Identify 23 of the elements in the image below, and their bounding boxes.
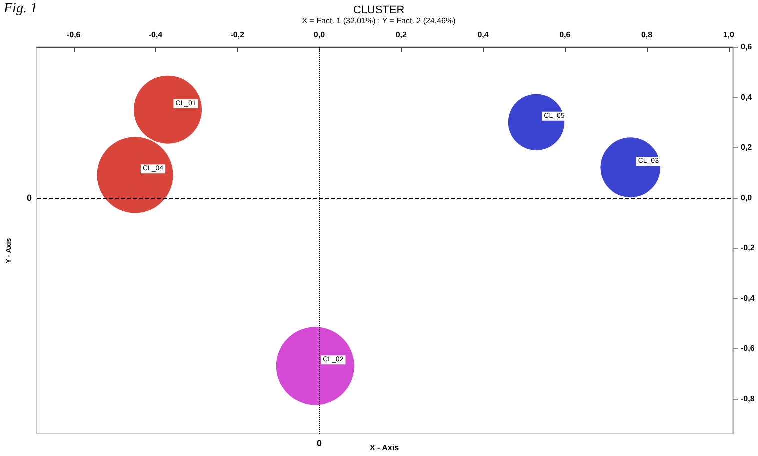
- y-tick-label: -0,8: [741, 394, 756, 404]
- y-tick-label: 0,6: [741, 42, 753, 52]
- x-tick-label: 0,0: [314, 30, 326, 40]
- ref-line-label: 0: [26, 192, 32, 203]
- ref-line-label: 0: [316, 438, 322, 448]
- chart-title: CLUSTER: [353, 4, 405, 16]
- x-tick-label: 0,4: [478, 30, 490, 40]
- x-tick-label: 0,8: [641, 30, 654, 40]
- chart-subtitle: X = Fact. 1 (32,01%) ; Y = Fact. 2 (24,46%): [302, 16, 456, 26]
- y-tick-label: -0,6: [741, 344, 756, 354]
- x-tick-label: 0,6: [560, 30, 572, 40]
- x-axis-title: X - Axis: [370, 444, 400, 452]
- y-tick-label: 0,4: [741, 92, 753, 102]
- x-tick-label: -0,6: [66, 30, 82, 40]
- y-tick-label: 0,2: [741, 143, 753, 152]
- y-tick-label: -0,2: [741, 244, 756, 253]
- x-tick-label: 1,0: [723, 30, 736, 40]
- x-tick-label: 0,2: [396, 30, 408, 40]
- y-tick-label: 0,0: [741, 193, 753, 202]
- x-tick-label: -0,2: [230, 30, 246, 40]
- y-tick-label: -0,4: [741, 294, 756, 303]
- x-tick-label: -0,4: [148, 30, 164, 40]
- caption: Fig. 1: [3, 2, 38, 16]
